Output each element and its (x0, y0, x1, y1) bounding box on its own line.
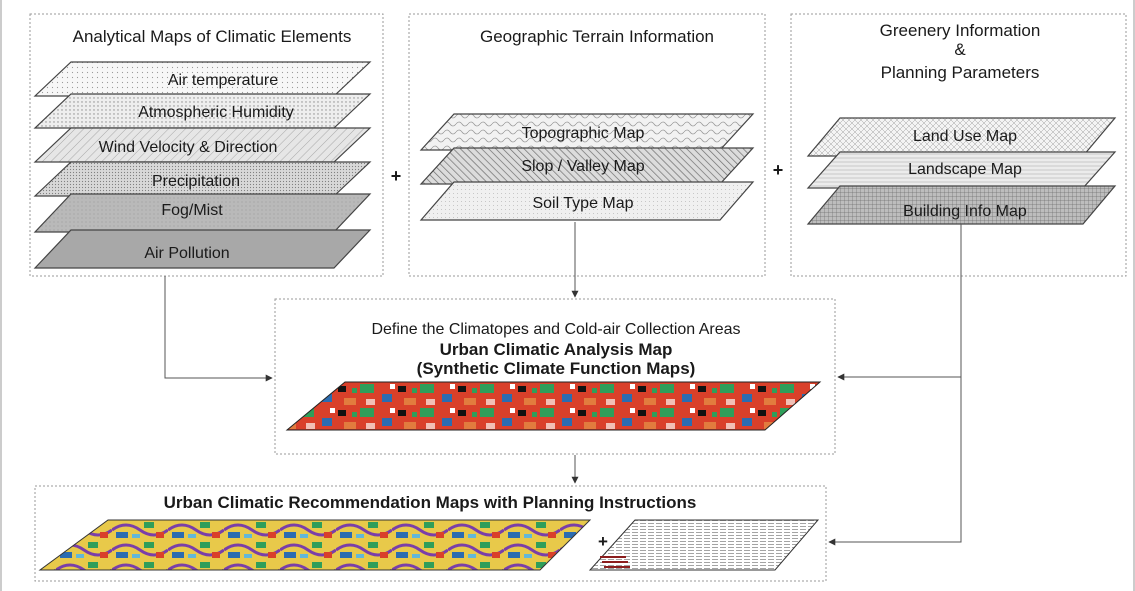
analysis-panel-box (274, 298, 836, 455)
layer-label-land-use: Land Use Map (913, 128, 1017, 145)
layer-label-air-pollution: Air Pollution (144, 245, 229, 262)
analysis-title-2: (Synthetic Climate Function Maps) (417, 359, 696, 378)
climatic-panel-title: Analytical Maps of Climatic Elements (73, 27, 352, 46)
recommendation-map-image (38, 519, 592, 571)
greenery-panel-box (790, 13, 1127, 277)
analysis-subtitle: Define the Climatopes and Cold-air Colle… (371, 321, 740, 338)
greenery-panel-title-line1: Greenery Information (880, 21, 1041, 40)
layer-label-precipitation: Precipitation (152, 173, 240, 190)
layer-label-slope-valley: Slop / Valley Map (521, 158, 644, 175)
layer-label-building-info: Building Info Map (903, 203, 1027, 220)
layer-label-atmospheric-humidity: Atmospheric Humidity (138, 104, 294, 121)
climatic-elements-panel: Analytical Maps of Climatic Elements Air… (29, 13, 384, 277)
terrain-panel-title: Geographic Terrain Information (480, 27, 714, 46)
arrow-greenery-to-recommendation (828, 377, 962, 546)
layer-label-air-temperature: Air temperature (168, 72, 278, 89)
arrow-climatic-to-analysis (164, 276, 273, 382)
layer-label-soil-type: Soil Type Map (532, 195, 633, 212)
recommendation-panel-box (34, 485, 827, 582)
terrain-panel: Geographic Terrain Information Topograph… (408, 13, 766, 277)
greenery-layer-stack: Land Use Map Landscape Map Building Info… (806, 117, 1117, 225)
instructions-legend-bars (600, 556, 630, 568)
climatic-analysis-map-image (285, 381, 822, 431)
layer-soil-type (419, 181, 755, 221)
layer-label-fog-mist: Fog/Mist (161, 202, 223, 219)
climatic-panel-box (29, 13, 384, 277)
layer-building-info (806, 185, 1117, 225)
plus-operator-2: + (773, 160, 784, 180)
analysis-title: Urban Climatic Analysis Map (440, 340, 673, 359)
recommendation-panel: Urban Climatic Recommendation Maps with … (34, 485, 827, 582)
plus-operator-1: + (391, 166, 402, 186)
connector-lines (164, 222, 962, 546)
recommendation-title: Urban Climatic Recommendation Maps with … (164, 493, 697, 512)
layer-label-wind-velocity: Wind Velocity & Direction (99, 139, 278, 156)
terrain-panel-box (408, 13, 766, 277)
greenery-panel-title-line2: & (954, 40, 966, 59)
planning-instructions-sheet (588, 519, 820, 571)
greenery-panel-title-line3: Planning Parameters (881, 63, 1040, 82)
analysis-panel: Define the Climatopes and Cold-air Colle… (274, 298, 836, 455)
climatic-layer-stack: Air temperature Atmospheric Humidity Win… (33, 61, 372, 269)
arrow-greenery-to-analysis (837, 224, 962, 381)
layer-label-landscape: Landscape Map (908, 161, 1022, 178)
layer-air-pollution (33, 229, 372, 269)
greenery-panel: Greenery Information & Planning Paramete… (790, 13, 1127, 277)
terrain-layer-stack: Topographic Map Slop / Valley Map Soil T… (419, 113, 755, 221)
layer-label-topographic: Topographic Map (522, 125, 645, 142)
plus-operator-3: + (598, 532, 608, 551)
